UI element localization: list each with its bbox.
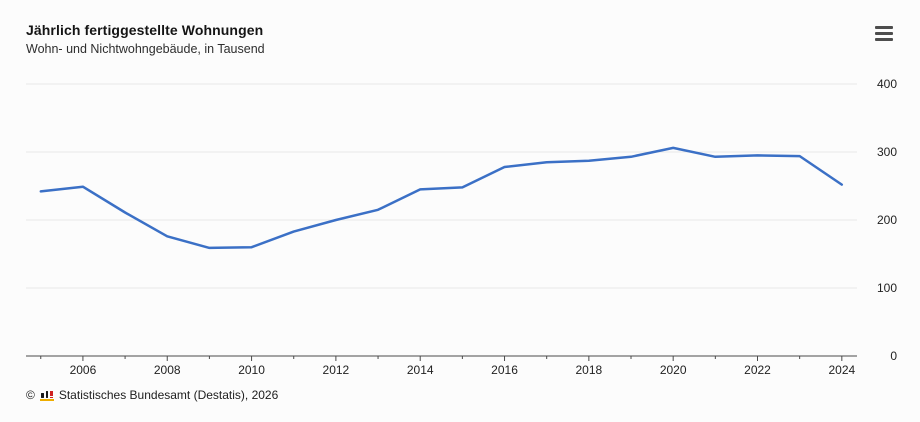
y-tick-label: 200 [877, 213, 897, 227]
source-text: Statistisches Bundesamt (Destatis), 2026 [58, 388, 279, 402]
chart-header: Jährlich fertiggestellte Wohnungen Wohn-… [26, 22, 265, 56]
x-tick-label: 2006 [70, 363, 97, 377]
x-tick-label: 2008 [154, 363, 181, 377]
x-tick-label: 2018 [576, 363, 603, 377]
data-line[interactable] [39, 146, 844, 250]
copyright-symbol: © [26, 388, 35, 402]
x-tick-label: 2012 [323, 363, 350, 377]
menu-bar [875, 32, 893, 35]
chart-subtitle: Wohn- und Nichtwohngebäude, in Tausend [26, 42, 265, 56]
x-tick-label: 2024 [828, 363, 855, 377]
destatis-logo-icon [39, 389, 54, 401]
x-tick-label: 2022 [744, 363, 771, 377]
x-tick-label: 2014 [407, 363, 434, 377]
y-tick-label: 0 [890, 349, 897, 363]
y-tick-label: 100 [877, 281, 897, 295]
hamburger-menu-icon[interactable] [875, 26, 893, 41]
y-tick-label: 300 [877, 145, 897, 159]
y-tick-label: 400 [877, 77, 897, 91]
menu-bar [875, 26, 893, 29]
menu-bar [875, 38, 893, 41]
source-attribution: © Statistisches Bundesamt (Destatis), 20… [26, 388, 278, 402]
x-tick-label: 2010 [238, 363, 265, 377]
x-tick-label: 2016 [491, 363, 518, 377]
chart-title: Jährlich fertiggestellte Wohnungen [26, 22, 264, 38]
x-tick-label: 2020 [660, 363, 687, 377]
